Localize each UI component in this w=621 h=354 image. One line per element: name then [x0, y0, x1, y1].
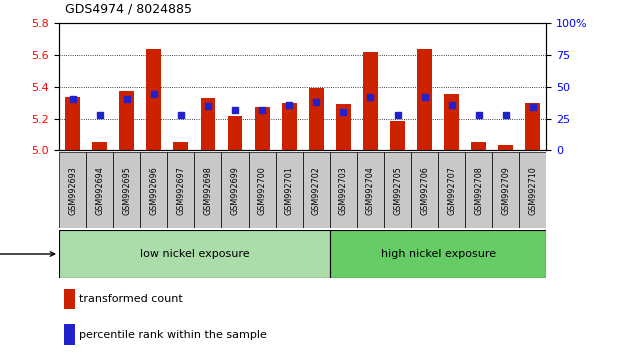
Text: GSM992700: GSM992700	[258, 166, 266, 215]
Point	[420, 94, 430, 100]
Text: GSM992708: GSM992708	[474, 166, 483, 215]
FancyBboxPatch shape	[465, 152, 492, 228]
Text: GSM992704: GSM992704	[366, 166, 375, 215]
Bar	[363, 52, 378, 150]
Bar	[227, 116, 242, 150]
FancyBboxPatch shape	[302, 152, 330, 228]
Bar	[201, 98, 215, 150]
Bar	[499, 145, 514, 150]
Point	[257, 107, 267, 113]
Point	[176, 112, 186, 118]
Point	[446, 102, 456, 107]
Point	[230, 107, 240, 113]
Text: transformed count: transformed count	[79, 294, 183, 304]
Text: high nickel exposure: high nickel exposure	[381, 249, 496, 259]
Point	[149, 92, 159, 97]
Bar	[92, 142, 107, 150]
Text: GSM992706: GSM992706	[420, 166, 429, 215]
FancyBboxPatch shape	[438, 152, 465, 228]
Text: GDS4974 / 8024885: GDS4974 / 8024885	[65, 3, 193, 16]
Text: GSM992694: GSM992694	[95, 166, 104, 215]
Bar	[336, 104, 351, 150]
Bar	[309, 87, 324, 150]
Bar	[390, 121, 405, 150]
Text: GSM992696: GSM992696	[149, 166, 158, 215]
Text: GSM992710: GSM992710	[528, 166, 537, 215]
FancyBboxPatch shape	[194, 152, 222, 228]
FancyBboxPatch shape	[384, 152, 411, 228]
FancyBboxPatch shape	[113, 152, 140, 228]
FancyBboxPatch shape	[59, 230, 330, 278]
FancyBboxPatch shape	[222, 152, 248, 228]
Point	[311, 99, 321, 105]
Point	[474, 112, 484, 118]
Point	[528, 104, 538, 110]
Point	[122, 97, 132, 102]
Text: GSM992709: GSM992709	[501, 166, 510, 215]
Text: GSM992693: GSM992693	[68, 166, 77, 215]
Point	[94, 112, 104, 118]
FancyBboxPatch shape	[86, 152, 113, 228]
FancyBboxPatch shape	[519, 152, 546, 228]
Bar	[525, 103, 540, 150]
FancyBboxPatch shape	[276, 152, 302, 228]
Bar	[119, 91, 134, 150]
FancyBboxPatch shape	[492, 152, 519, 228]
Point	[68, 97, 78, 102]
FancyBboxPatch shape	[330, 230, 546, 278]
FancyBboxPatch shape	[167, 152, 194, 228]
Point	[203, 103, 213, 109]
FancyBboxPatch shape	[140, 152, 167, 228]
Bar	[444, 94, 459, 150]
FancyBboxPatch shape	[59, 152, 86, 228]
FancyBboxPatch shape	[248, 152, 276, 228]
Point	[392, 112, 402, 118]
Point	[366, 94, 376, 100]
Text: percentile rank within the sample: percentile rank within the sample	[79, 330, 268, 340]
Point	[284, 102, 294, 107]
Text: GSM992695: GSM992695	[122, 166, 131, 215]
Text: GSM992703: GSM992703	[339, 166, 348, 215]
Text: GSM992701: GSM992701	[284, 166, 294, 215]
Text: low nickel exposure: low nickel exposure	[140, 249, 249, 259]
FancyBboxPatch shape	[411, 152, 438, 228]
Bar	[255, 107, 270, 150]
Text: GSM992698: GSM992698	[204, 166, 212, 215]
Bar	[417, 49, 432, 150]
FancyBboxPatch shape	[330, 152, 357, 228]
Bar	[471, 142, 486, 150]
Bar	[65, 97, 80, 150]
FancyBboxPatch shape	[357, 152, 384, 228]
Bar	[64, 289, 75, 309]
Text: GSM992697: GSM992697	[176, 166, 185, 215]
Text: GSM992705: GSM992705	[393, 166, 402, 215]
Text: stress: stress	[0, 249, 55, 259]
Text: GSM992702: GSM992702	[312, 166, 321, 215]
Text: GSM992699: GSM992699	[230, 166, 240, 215]
Point	[338, 109, 348, 115]
Bar	[282, 103, 297, 150]
Text: GSM992707: GSM992707	[447, 166, 456, 215]
Bar	[147, 49, 161, 150]
Bar	[64, 324, 75, 345]
Bar	[173, 142, 188, 150]
Point	[501, 112, 511, 118]
